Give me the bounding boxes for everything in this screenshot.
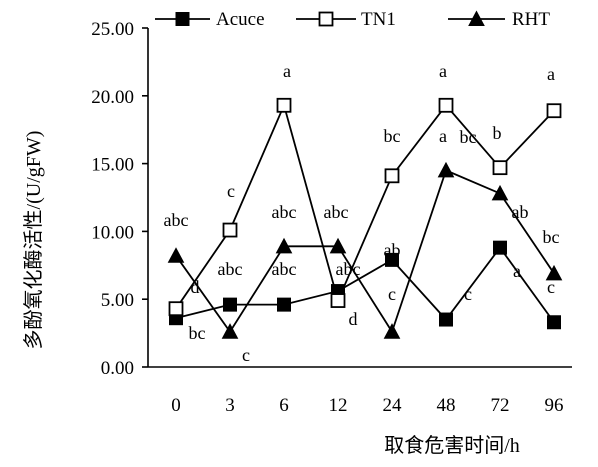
data-point [492, 160, 508, 176]
significance-label: abc [324, 202, 349, 222]
significance-label: c [227, 181, 235, 201]
significance-label: c [242, 345, 250, 365]
significance-label: ab [384, 240, 401, 260]
data-point [493, 240, 507, 255]
legend-label: RHT [512, 9, 550, 30]
significance-label: abc [164, 210, 189, 230]
series-line [175, 102, 555, 310]
series-rht [167, 161, 563, 339]
data-point [384, 168, 400, 184]
significance-label: bc [543, 227, 560, 247]
data-point [439, 312, 453, 327]
data-point [168, 301, 184, 317]
x-tick-label: 0 [171, 395, 181, 416]
x-tick-label: 72 [491, 395, 510, 416]
y-tick-label: 15.00 [91, 155, 134, 176]
data-point [385, 252, 399, 267]
data-point [318, 11, 334, 27]
x-tick-label: 3 [225, 395, 235, 416]
significance-label: d [349, 309, 358, 329]
significance-label: abc [272, 259, 297, 279]
data-point [546, 103, 562, 119]
data-point [438, 97, 454, 113]
y-tick-label: 20.00 [91, 87, 134, 108]
legend-item-tn1: TN1 [296, 9, 396, 30]
x-tick-label: 12 [329, 395, 348, 416]
significance-label: c [464, 284, 472, 304]
data-point [437, 161, 455, 178]
data-point [547, 315, 561, 330]
significance-label: d [191, 277, 200, 297]
significance-label: a [439, 61, 447, 81]
significance-label: abc [336, 259, 361, 279]
x-tick-label: 24 [383, 395, 403, 416]
legend: Acuce TN1 RHT [155, 9, 550, 30]
significance-label: bc [460, 127, 477, 147]
legend-item-acuce: Acuce [155, 9, 265, 30]
x-tick-label: 48 [437, 395, 456, 416]
data-point [167, 247, 185, 263]
x-axis-title: 取食危害时间/h [384, 434, 520, 457]
significance-label: a [513, 261, 521, 281]
data-point [223, 297, 237, 312]
series-tn1 [168, 97, 562, 317]
series-acuce [169, 240, 561, 330]
y-tick-label: 5.00 [101, 290, 134, 311]
significance-label: b [493, 123, 502, 143]
significance-label: ab [512, 202, 529, 222]
data-point [277, 297, 291, 312]
data-point [276, 97, 292, 113]
x-tick-label: 96 [545, 395, 564, 416]
y-tick-label: 10.00 [91, 222, 134, 243]
significance-label: a [283, 61, 291, 81]
legend-label: TN1 [361, 9, 396, 30]
data-point [491, 184, 509, 201]
significance-label: c [547, 277, 555, 297]
significance-label: abc [272, 202, 297, 222]
data-point [383, 323, 401, 339]
significance-label: abc [218, 259, 243, 279]
significance-label: a [547, 64, 555, 84]
significance-label: c [388, 284, 396, 304]
significance-label: bc [384, 126, 401, 146]
axes: 0.00 5.00 10.00 15.00 20.00 25.00 0 3 6 12 24 48 72 9… [91, 19, 572, 416]
series-line [175, 169, 555, 334]
data-point [275, 237, 293, 254]
data-point [545, 264, 563, 281]
data-point [222, 222, 238, 238]
series-line [175, 246, 555, 323]
y-axis-title: 多酚氧化酶活性/(U/gFW) [22, 131, 45, 350]
significance-label: a [439, 126, 447, 146]
x-tick-label: 6 [279, 395, 289, 416]
y-tick-label: 25.00 [91, 19, 134, 40]
data-point [329, 237, 347, 254]
legend-item-rht: RHT [448, 9, 550, 30]
data-point [468, 10, 485, 26]
data-point [330, 293, 346, 308]
y-tick-label: 0.00 [101, 358, 134, 379]
data-point [221, 323, 239, 339]
data-point [175, 12, 190, 26]
significance-label: bc [189, 323, 206, 343]
series-lines [167, 97, 563, 339]
legend-label: Acuce [216, 9, 265, 30]
